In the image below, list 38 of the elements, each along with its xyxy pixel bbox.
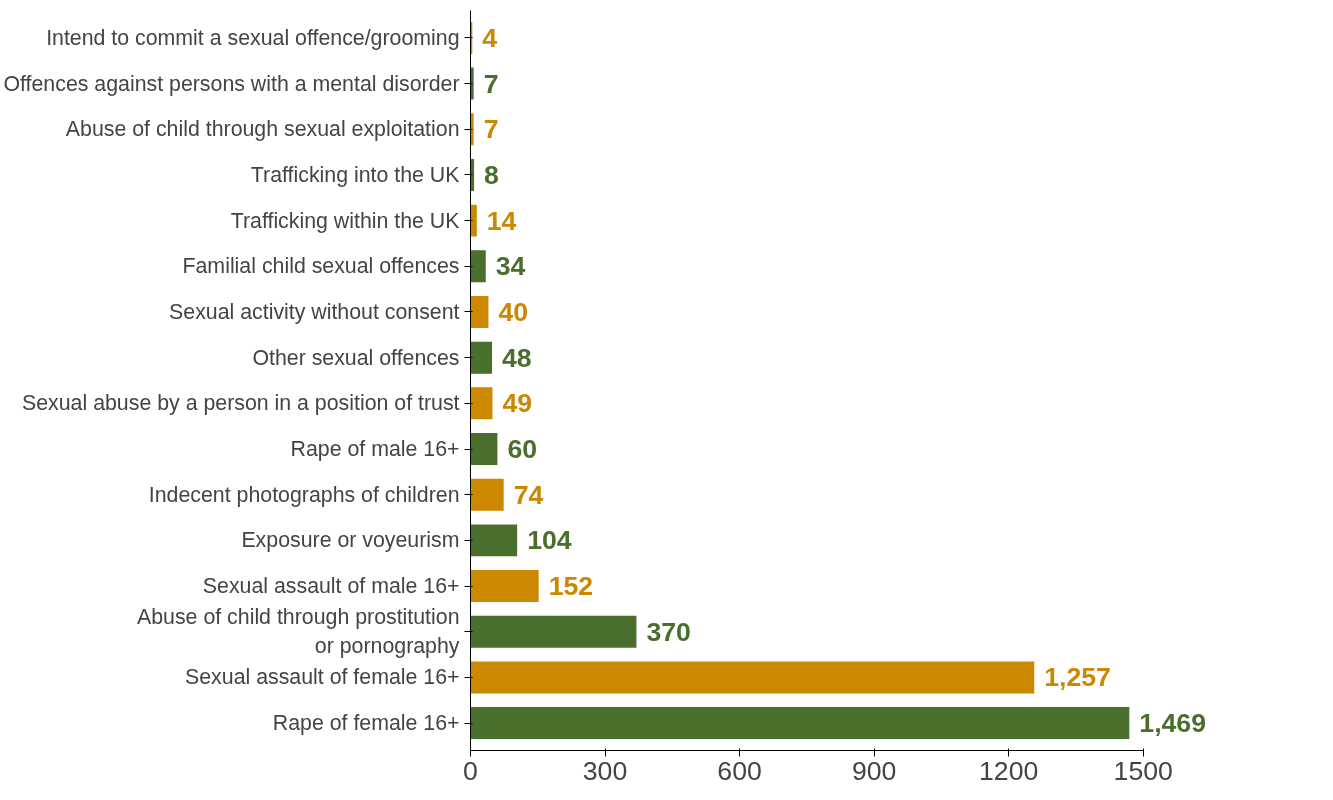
data-label: 152 [548, 571, 594, 602]
data-label: 48 [502, 342, 532, 373]
y-tick-label: Indecent photographs of children [148, 482, 460, 507]
y-tick-label: Other sexual offences [252, 345, 460, 370]
data-label: 370 [646, 616, 691, 647]
y-tick-label: Rape of male 16+ [290, 437, 460, 462]
y-tick-label: Exposure or voyeurism [241, 528, 460, 553]
data-label: 34 [495, 251, 526, 282]
y-tick-label: Trafficking within the UK [230, 208, 460, 233]
y-tick-label: Abuse of child through sexual exploitation [65, 117, 460, 142]
y-tick-label: Intend to commit a sexual offence/grooming [46, 25, 460, 50]
x-tick-label: 0 [463, 755, 478, 786]
y-tick-label: Offences against persons with a mental disorder [3, 71, 460, 96]
x-tick-label: 900 [851, 755, 897, 786]
data-label: 49 [502, 388, 533, 419]
x-tick-label: 1200 [979, 755, 1039, 786]
y-tick-label: Sexual assault of female 16+ [185, 665, 460, 690]
data-label: 8 [484, 159, 499, 190]
y-tick-label: Rape of female 16+ [272, 711, 460, 736]
y-tick-label: Sexual assault of male 16+ [202, 574, 460, 599]
x-tick-label: 600 [717, 755, 762, 786]
x-tick-label: 300 [582, 755, 628, 786]
x-tick-label: 1500 [1113, 755, 1173, 786]
data-label: 40 [498, 296, 529, 327]
data-label: 4 [482, 22, 498, 53]
data-label: 7 [483, 114, 499, 145]
data-label: 60 [507, 434, 538, 465]
data-label: 1,469 [1139, 708, 1207, 739]
data-label: 104 [527, 525, 572, 556]
y-tick-label: Familial child sexual offences [182, 254, 460, 279]
y-tick-label: Sexual activity without consent [169, 299, 460, 324]
data-label: 14 [486, 205, 517, 236]
data-label: 1,257 [1044, 662, 1111, 693]
y-tick-label: Abuse of child through prostitution or pornography [137, 605, 460, 659]
y-tick-label: Sexual abuse by a person in a position of trust [22, 391, 460, 416]
data-label: 7 [483, 68, 499, 99]
data-label: 74 [513, 479, 544, 510]
y-tick-label: Trafficking into the UK [250, 162, 460, 187]
